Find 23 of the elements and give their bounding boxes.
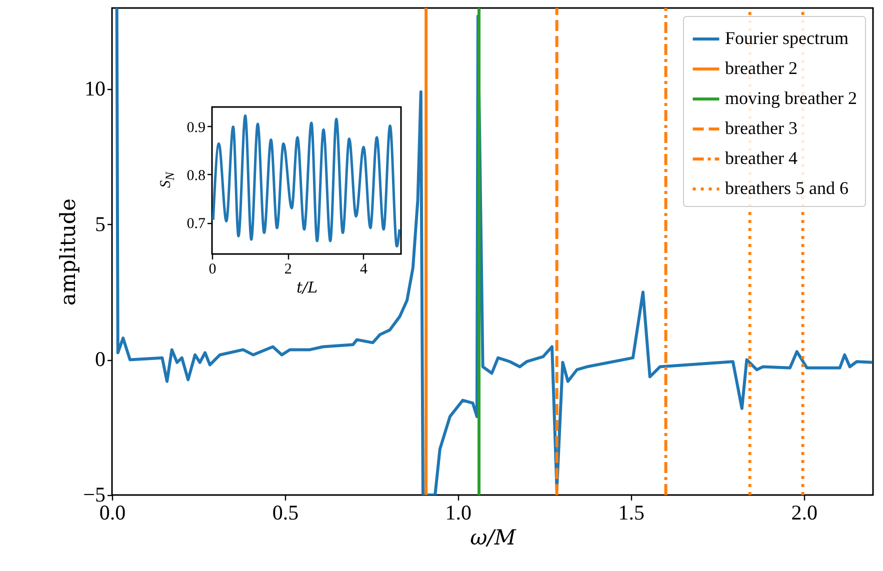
x-tick-label: 2.0 [791, 500, 818, 524]
legend-label: breather 3 [725, 118, 798, 138]
x-tick-label: 0 [208, 262, 216, 278]
legend-label: breather 2 [725, 58, 798, 78]
y-tick-label: 0.7 [186, 216, 206, 232]
legend-label: breathers 5 and 6 [725, 178, 848, 198]
line-series [212, 114, 401, 248]
x-axis-title: t/L [296, 278, 318, 296]
y-tick-label: 5 [95, 212, 106, 236]
x-axis-title: ω/M [470, 526, 516, 550]
legend-label: moving breather 2 [725, 88, 857, 108]
x-tick-label: 1.5 [618, 500, 644, 524]
legend-label: breather 4 [725, 148, 798, 168]
y-axis-title: amplitude [56, 198, 80, 306]
legend-label: Fourier spectrum [725, 28, 848, 48]
x-tick-label: 1.0 [445, 500, 472, 524]
x-tick-label: 0.5 [272, 500, 299, 524]
y-tick-label: 10 [84, 76, 106, 101]
x-tick-label: 4 [360, 262, 368, 278]
y-tick-label: 0 [95, 347, 106, 372]
x-tick-label: 2 [284, 262, 292, 278]
y-tick-label: 0.8 [186, 168, 206, 184]
y-tick-label: 0.9 [186, 120, 206, 136]
